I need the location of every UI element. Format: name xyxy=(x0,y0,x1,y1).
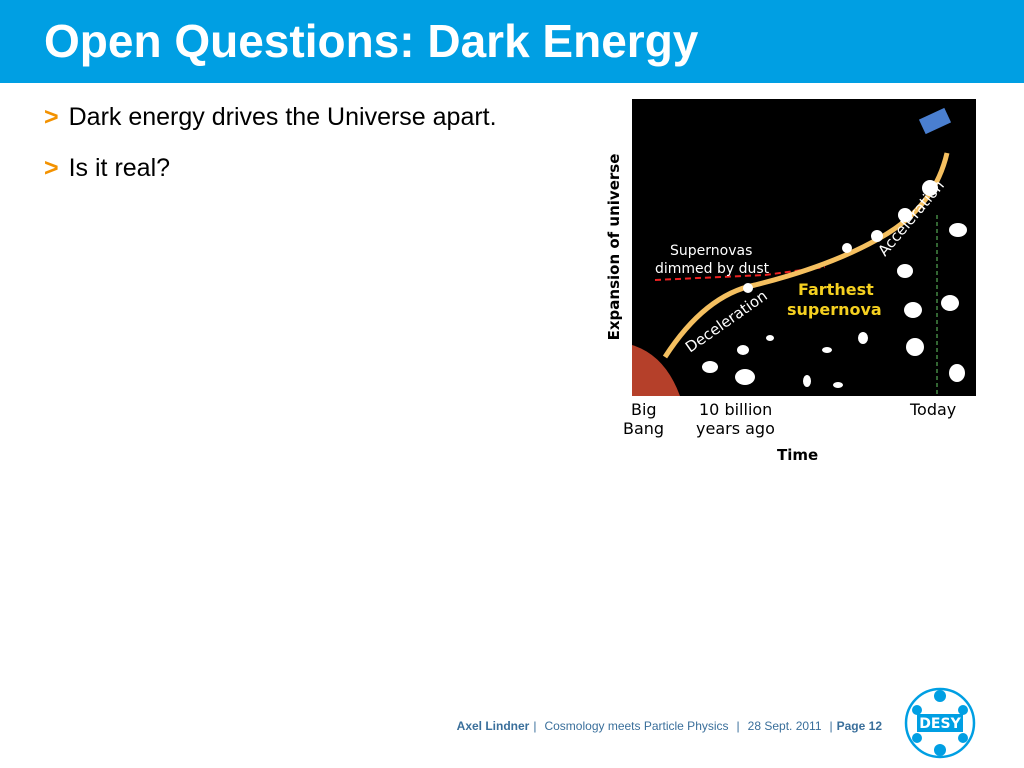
farthest-label: Farthest xyxy=(798,280,874,299)
today-label: Today xyxy=(909,400,956,419)
logo-text: DESY xyxy=(919,716,961,732)
event: Cosmology meets Particle Physics xyxy=(544,719,729,733)
ten-billion-label: 10 billion xyxy=(699,400,772,419)
big-bang-label: Big xyxy=(631,400,657,419)
ten-billion-label: years ago xyxy=(696,419,775,438)
bullet: > Is it real? xyxy=(44,154,170,183)
footer: Axel Lindner | Cosmology meets Particle Ph… xyxy=(457,719,882,733)
bullet: > Dark energy drives the Universe apart. xyxy=(44,103,497,132)
separator: | xyxy=(829,719,833,733)
bullet-marker: > xyxy=(44,154,59,182)
logo-dots xyxy=(912,690,968,756)
logo: DESY xyxy=(904,687,976,759)
header: Open Questions: Dark Energy xyxy=(0,0,1024,83)
dust-label: dimmed by dust xyxy=(655,261,770,277)
date: 28 Sept. 2011 xyxy=(747,719,822,733)
dust-label: Supernovas xyxy=(670,243,752,259)
expansion-curve xyxy=(662,152,950,359)
y-axis-label: Expansion of universe xyxy=(605,154,623,341)
bullet-marker: > xyxy=(44,103,59,131)
logo-band xyxy=(917,714,963,732)
separator: | xyxy=(533,719,537,733)
bullet-text: Dark energy drives the Universe apart. xyxy=(68,103,497,131)
galaxies xyxy=(702,223,967,388)
supernovas xyxy=(743,180,938,293)
author: Axel Lindner xyxy=(456,719,530,733)
big-bang-burst xyxy=(632,345,680,396)
big-bang-label: Bang xyxy=(623,419,664,438)
separator: | xyxy=(736,719,740,733)
figure: Expansion of universe Supernovas dimmed … xyxy=(605,99,976,464)
logo-ring xyxy=(904,687,976,759)
telescope xyxy=(918,107,952,135)
title: Open Questions: Dark Energy xyxy=(44,15,699,67)
bullet-text: Is it real? xyxy=(68,154,171,182)
x-axis-label: Time xyxy=(777,446,818,464)
farthest-label: supernova xyxy=(787,300,882,319)
page-number: Page 12 xyxy=(836,719,882,733)
